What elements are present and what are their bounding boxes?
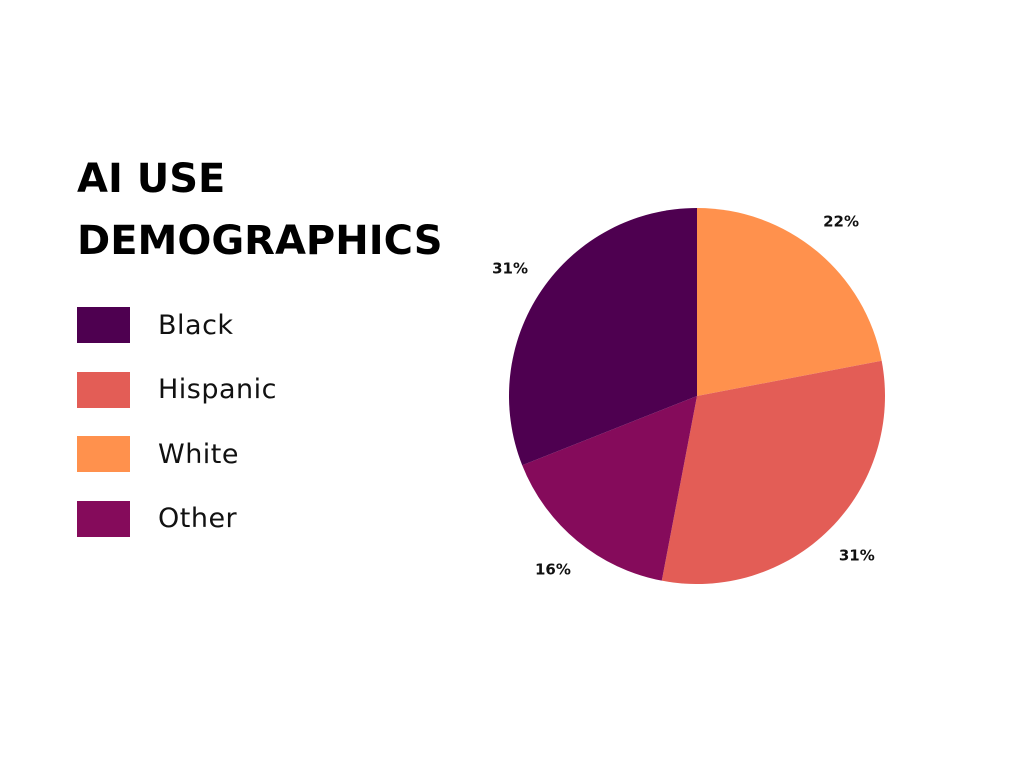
pie-label-black: 31% [492, 259, 528, 277]
pie-label-other: 16% [535, 561, 571, 579]
pie-label-white: 22% [823, 212, 859, 230]
legend-item-white: White [77, 436, 277, 472]
legend-swatch-hispanic [77, 371, 130, 408]
legend-label-other: Other [158, 503, 238, 534]
legend-swatch-black [77, 307, 130, 343]
chart-title-line-2: DEMOGRAPHICS [77, 218, 443, 264]
pie-slice-hispanic [661, 360, 885, 584]
legend-item-other: Other [77, 500, 277, 537]
legend-label-white: White [158, 438, 240, 470]
legend-label-hispanic: Hispanic [158, 374, 278, 405]
chart-title: AI USE DEMOGRAPHICS [77, 148, 443, 272]
chart-title-line-1: AI USE [77, 156, 226, 202]
pie-slices [508, 208, 885, 584]
pie-labels: 22% 31% 16% 31% [492, 212, 875, 578]
legend-swatch-white [77, 436, 130, 472]
legend-label-black: Black [158, 309, 234, 341]
legend: Black Hispanic White Other [77, 307, 277, 565]
pie-slice-black [508, 208, 697, 466]
pie-label-hispanic: 31% [839, 546, 875, 564]
legend-item-black: Black [77, 307, 277, 343]
legend-swatch-other [77, 500, 130, 537]
legend-item-hispanic: Hispanic [77, 371, 278, 408]
pie-slice-other [522, 396, 697, 581]
pie-slice-white [697, 208, 882, 396]
